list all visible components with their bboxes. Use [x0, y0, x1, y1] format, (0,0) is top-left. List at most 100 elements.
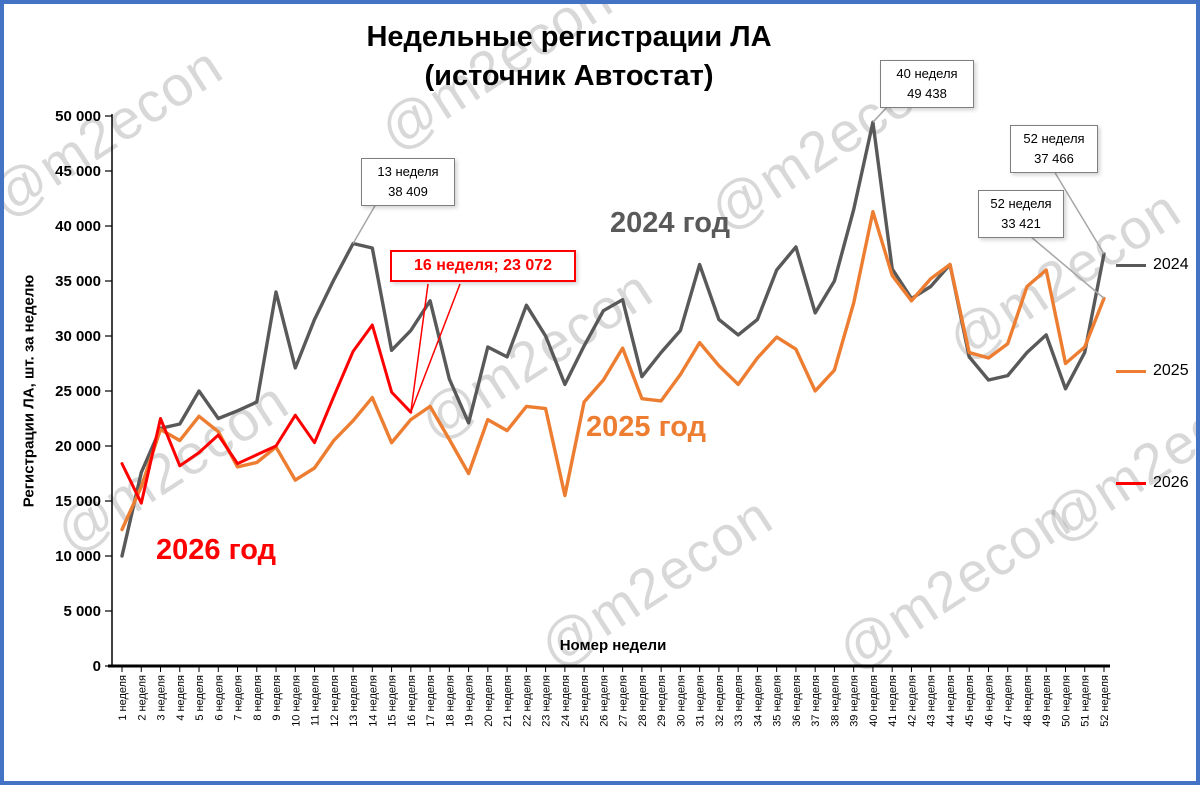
- x-tick-label: 17 неделя: [425, 675, 437, 727]
- y-tick-label: 20 000: [55, 438, 101, 455]
- x-tick-label: 36 неделя: [791, 675, 803, 727]
- y-tick-label: 15 000: [55, 493, 101, 510]
- x-tick-label: 29 неделя: [656, 675, 668, 727]
- x-tick-label: 13 неделя: [348, 675, 360, 727]
- x-tick-label: 49 неделя: [1041, 675, 1053, 727]
- x-tick-label: 5 неделя: [194, 675, 206, 721]
- legend-swatch-2025: [1116, 369, 1146, 373]
- x-tick-label: 38 неделя: [829, 675, 841, 727]
- annotation-line: 16 неделя; 23 072: [413, 257, 553, 274]
- x-tick-label: 11 неделя: [310, 675, 322, 726]
- x-tick-label: 27 неделя: [618, 675, 630, 727]
- x-tick-label: 30 неделя: [675, 675, 687, 727]
- x-tick-label: 18 неделя: [444, 675, 456, 727]
- legend-item-2024: 2024: [1116, 256, 1189, 274]
- y-tick-label: 25 000: [55, 383, 101, 400]
- x-tick-label: 45 неделя: [964, 675, 976, 727]
- x-tick-label: 20 неделя: [483, 675, 495, 727]
- annotation-2024-week40: 40 неделя 49 438: [880, 60, 974, 108]
- x-axis-title: Номер недели: [559, 637, 667, 654]
- series-line-2024: [120, 120, 1106, 558]
- x-tick-label: 37 неделя: [810, 675, 822, 727]
- x-tick-label: 43 неделя: [926, 675, 938, 727]
- x-tick-label: 46 неделя: [983, 675, 995, 727]
- y-tick-label: 50 000: [55, 108, 101, 125]
- x-tick-label: 41 неделя: [887, 675, 899, 727]
- annotation-line: 13 неделя: [377, 164, 439, 179]
- x-tick-label: 52 неделя: [1099, 675, 1111, 727]
- y-axis-title: Регистрации ЛА, шт. за неделю: [20, 274, 38, 508]
- x-tick-label: 44 неделя: [945, 675, 957, 727]
- chart-title: Недельные регистрации ЛА (источник Автос…: [104, 18, 1034, 96]
- y-tick-label: 5 000: [63, 603, 101, 620]
- annotation-leader-line: [410, 283, 461, 413]
- annotation-line: 37 466: [1034, 151, 1074, 166]
- x-tick-label: 15 неделя: [387, 675, 399, 727]
- x-tick-label: 1 неделя: [117, 675, 129, 721]
- annotation-leader-line: [872, 105, 889, 123]
- annotation-2025-week52: 52 неделя 33 421: [978, 190, 1064, 238]
- annotation-leader-line: [1029, 235, 1105, 299]
- x-tick-label: 35 неделя: [772, 675, 784, 727]
- y-tick-label: 45 000: [55, 163, 101, 180]
- annotation-line: 38 409: [388, 184, 428, 199]
- x-tick-label: 33 неделя: [733, 675, 745, 727]
- annotation-line: 33 421: [1001, 216, 1041, 231]
- x-tick-label: 4 неделя: [175, 675, 187, 721]
- x-tick-label: 40 неделя: [868, 675, 880, 727]
- x-tick-label: 7 неделя: [233, 675, 245, 721]
- annotation-2024-week52: 52 неделя 37 466: [1010, 125, 1098, 173]
- x-tick-label: 34 неделя: [752, 675, 764, 727]
- legend-swatch-2024: [1116, 263, 1146, 267]
- x-tick-label: 25 неделя: [579, 675, 591, 727]
- annotation-line: 49 438: [907, 86, 947, 101]
- chart-title-line2: (источник Автостат): [424, 60, 714, 92]
- x-tick-label: 9 неделя: [271, 675, 283, 721]
- x-tick-label: 19 неделя: [464, 675, 476, 727]
- x-tick-label: 51 неделя: [1080, 675, 1092, 727]
- x-tick-label: 48 неделя: [1022, 675, 1034, 727]
- x-tick-label: 16 неделя: [406, 675, 418, 727]
- x-tick-label: 31 неделя: [695, 675, 707, 727]
- series-label-2024: 2024 год: [610, 207, 731, 239]
- x-tick-label: 12 неделя: [329, 675, 341, 727]
- x-tick-label: 32 неделя: [714, 675, 726, 727]
- x-tick-label: 14 неделя: [367, 675, 379, 727]
- annotation-2026-week16: 16 неделя; 23 072: [390, 250, 576, 282]
- x-tick-label: 50 неделя: [1060, 675, 1072, 727]
- x-tick-label: 3 неделя: [156, 675, 168, 721]
- legend-label-2026: 2026: [1153, 474, 1189, 491]
- legend-item-2025: 2025: [1116, 362, 1189, 380]
- x-tick-label: 24 неделя: [560, 675, 572, 727]
- y-tick-label: 35 000: [55, 273, 101, 290]
- chart-plot: 0 5 000 10 000 15 000 20 000 25 000 30 000 35 0…: [55, 105, 1111, 727]
- legend-label-2025: 2025: [1153, 362, 1189, 379]
- annotation-leader-line: [1053, 170, 1105, 255]
- x-tick-label: 42 неделя: [906, 675, 918, 727]
- annotation-line: 52 неделя: [990, 196, 1052, 211]
- annotation-2024-week13: 13 неделя 38 409: [361, 158, 455, 206]
- x-tick-label: 6 неделя: [213, 675, 225, 721]
- x-tick-label: 23 неделя: [541, 675, 553, 727]
- series-label-2026: 2026 год: [156, 534, 277, 566]
- y-tick-label: 30 000: [55, 328, 101, 345]
- chart-title-line1: Недельные регистрации ЛА: [366, 21, 772, 53]
- x-tick-label: 21 неделя: [502, 675, 514, 727]
- y-tick-label: 10 000: [55, 548, 101, 565]
- x-tick-label: 8 неделя: [252, 675, 264, 721]
- x-tick-label: 10 неделя: [290, 675, 302, 727]
- x-tick-label: 28 неделя: [637, 675, 649, 727]
- legend-label-2024: 2024: [1153, 256, 1189, 273]
- series-label-2025: 2025 год: [586, 411, 707, 443]
- series-line-2025: [120, 209, 1106, 532]
- annotation-line: 52 неделя: [1023, 131, 1085, 146]
- annotation-leader-line: [410, 283, 429, 413]
- y-tick-label: 0: [93, 658, 101, 675]
- annotation-leader-line: [352, 203, 377, 244]
- x-tick-label: 47 неделя: [1003, 675, 1015, 727]
- annotation-line: 40 неделя: [896, 66, 958, 81]
- y-tick-label: 40 000: [55, 218, 101, 235]
- legend-item-2026: 2026: [1116, 474, 1189, 492]
- x-tick-label: 2 неделя: [136, 675, 148, 721]
